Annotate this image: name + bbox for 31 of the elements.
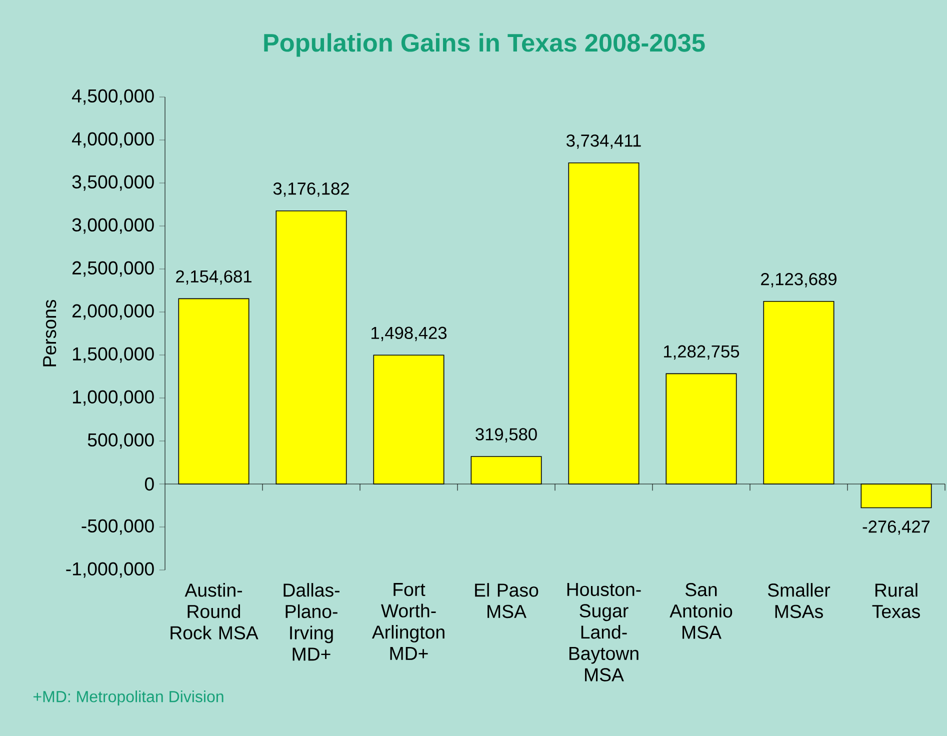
y-tick-label: 2,000,000 [72,304,154,320]
data-label: 319,580 [476,428,537,442]
y-tick-label: -1,000,000 [66,562,154,578]
data-label: 1,282,755 [664,345,740,360]
y-tick-label: 1,500,000 [72,347,154,363]
y-tick-label: 4,000,000 [72,132,154,148]
data-label: 1,498,423 [372,326,447,342]
y-tick-label: 1,000,000 [72,390,154,406]
data-label: -276,427 [862,520,930,535]
y-tick-label: 3,500,000 [72,175,154,191]
chart-title: Population Gains in Texas 2008-2035 [264,33,705,57]
data-label: 2,123,689 [761,272,836,288]
data-label: 3,176,182 [273,182,349,197]
x-tick-label: San Antonio MSA [670,583,732,639]
x-tick-label: El Paso MSA [475,583,538,618]
text: +MD: Metropolitan Division [33,690,224,706]
x-tick-label: Fort Worth-Arlington MD+ [372,583,444,660]
y-tick-label: 500,000 [88,433,154,449]
y-tick-label: -500,000 [82,519,154,535]
data-label: 2,154,681 [176,270,252,285]
x-tick-label: Houston-Sugar Land-Baytown MSA [567,583,641,682]
x-tick-label: Rural Texas [872,583,920,618]
y-tick-label: 0 [144,477,154,491]
y-tick-label: 2,500,000 [72,261,154,277]
data-label: 3,734,411 [566,134,641,149]
y-axis-title: Persons [43,300,56,366]
y-tick-label: 4,500,000 [72,89,154,105]
x-tick-label: Dallas-Plano-Irving MD+ [284,583,340,661]
y-tick-label: 3,000,000 [72,218,154,234]
x-tick-label: Smaller MSAs [768,583,830,618]
x-tick-label: Austin-Round Rock MSA [170,583,258,640]
